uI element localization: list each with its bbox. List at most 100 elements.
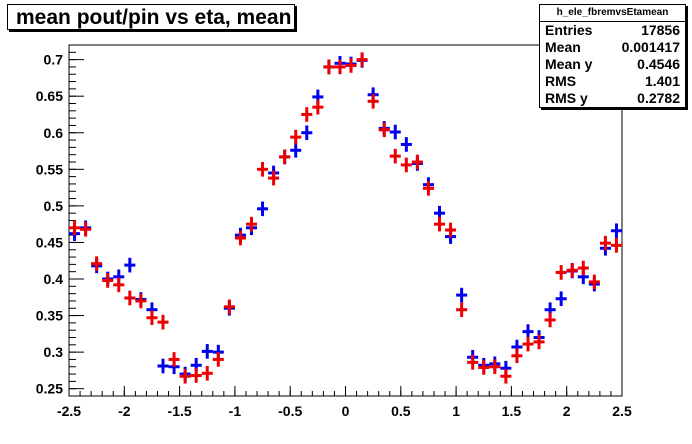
stats-value: 17856 — [641, 22, 680, 38]
data-point — [566, 262, 578, 278]
data-point — [168, 352, 180, 367]
data-point — [500, 368, 512, 384]
data-point — [323, 59, 335, 75]
stats-value: 0.2782 — [637, 90, 680, 106]
x-tick-label: 0 — [342, 403, 350, 419]
data-point — [257, 162, 269, 177]
data-point — [91, 256, 103, 271]
data-point — [544, 312, 556, 328]
data-point — [69, 220, 81, 236]
y-tick-label: 0.7 — [44, 52, 64, 68]
stats-label: Entries — [545, 22, 593, 38]
stats-row-mean: Mean 0.001417 — [540, 39, 685, 56]
data-point — [234, 230, 246, 246]
data-point — [445, 222, 457, 238]
x-tick-label: -2 — [118, 403, 131, 419]
data-point — [190, 368, 202, 383]
data-point — [456, 287, 468, 303]
data-point — [522, 324, 534, 339]
data-point — [400, 137, 412, 152]
x-tick-label: 2 — [563, 403, 571, 419]
data-point — [135, 293, 147, 309]
data-point — [245, 216, 258, 232]
data-point — [599, 235, 611, 251]
y-tick-label: 0.35 — [36, 308, 63, 324]
y-tick-label: 0.4 — [44, 271, 64, 287]
chart-title: mean pout/pin vs eta, mean — [7, 4, 295, 30]
x-tick-label: 0.5 — [391, 403, 411, 419]
data-point — [257, 201, 269, 217]
data-point — [223, 299, 235, 315]
data-point — [577, 260, 589, 276]
data-point — [334, 59, 346, 75]
data-point — [124, 257, 136, 273]
data-point — [146, 310, 158, 326]
data-point — [301, 125, 313, 141]
data-point — [467, 355, 479, 370]
data-point — [356, 52, 368, 67]
data-point — [555, 265, 567, 280]
y-tick-label: 0.6 — [44, 125, 64, 141]
data-point — [456, 302, 468, 318]
x-tick-label: -1.5 — [168, 403, 192, 419]
data-point — [588, 274, 600, 290]
data-point — [113, 277, 125, 293]
x-tick-label: -2.5 — [57, 403, 81, 419]
stats-row-rms-y: RMS y 0.2782 — [540, 90, 685, 107]
data-point — [157, 358, 169, 374]
data-point — [268, 170, 280, 186]
data-point — [212, 352, 224, 367]
y-tick-label: 0.3 — [44, 344, 64, 360]
stats-row-entries: Entries 17856 — [540, 22, 685, 39]
data-point — [533, 334, 545, 350]
x-tick-label: 2.5 — [612, 403, 632, 419]
data-point — [478, 360, 490, 375]
data-point — [555, 291, 567, 307]
stats-label: RMS y — [545, 90, 588, 106]
y-tick-label: 0.55 — [36, 161, 63, 177]
y-tick-label: 0.45 — [36, 234, 63, 250]
data-point — [411, 154, 423, 170]
stats-value: 0.4546 — [637, 56, 680, 72]
stats-value: 0.001417 — [621, 39, 680, 55]
data-point — [290, 142, 302, 158]
y-tick-label: 0.5 — [44, 198, 64, 214]
points-layer — [69, 52, 622, 384]
data-point — [345, 58, 357, 73]
stats-label: Mean y — [545, 56, 593, 72]
data-point — [201, 366, 213, 381]
data-point — [80, 221, 92, 237]
stats-histogram-name: h_ele_fbremvsEtamean — [540, 5, 685, 22]
stats-box: h_ele_fbremvsEtamean Entries 17856 Mean … — [539, 4, 686, 108]
data-point — [522, 336, 534, 352]
data-point — [124, 290, 136, 306]
stats-label: RMS — [545, 73, 577, 89]
data-point — [102, 273, 114, 288]
x-tick-label: -1 — [229, 403, 242, 419]
stats-label: Mean — [545, 39, 581, 55]
data-point — [378, 122, 390, 138]
data-point — [610, 223, 622, 239]
data-point — [301, 107, 313, 122]
data-point — [511, 348, 523, 364]
data-point — [610, 238, 622, 253]
data-point — [201, 344, 213, 359]
plot-frame — [68, 44, 623, 397]
stats-row-rms: RMS 1.401 — [540, 73, 685, 90]
data-point — [290, 129, 302, 145]
x-tick-label: 1.5 — [502, 403, 522, 419]
axes-layer: -2.5 -2 -1.5 -1 -0.5 0 0.5 1 1.5 2 2.5 0.25 0.3 0.35 0… — [36, 44, 632, 419]
x-tick-label: -0.5 — [278, 403, 302, 419]
data-point — [400, 157, 412, 173]
data-point — [157, 314, 169, 330]
x-tick-label: 1 — [452, 403, 460, 419]
data-point — [433, 216, 446, 232]
y-tick-label: 0.25 — [36, 381, 63, 397]
data-point — [367, 93, 379, 109]
data-point — [279, 149, 291, 165]
y-tick-label: 0.65 — [36, 88, 63, 104]
data-point — [312, 99, 324, 115]
data-point — [422, 181, 434, 196]
